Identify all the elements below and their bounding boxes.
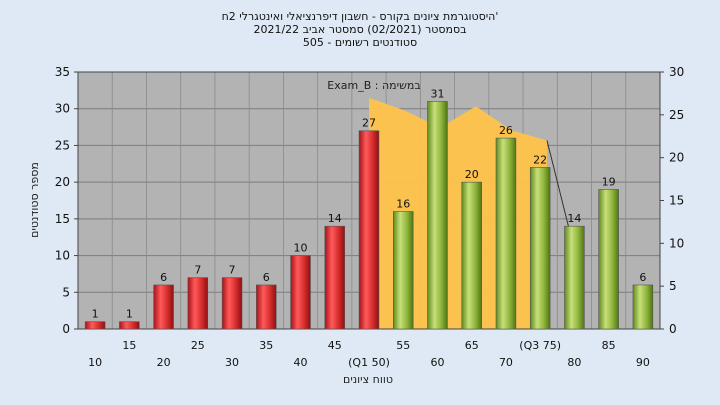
x-tick-label: 20 <box>157 356 171 369</box>
bar <box>564 225 585 330</box>
x-tick-label: 45 <box>328 339 342 352</box>
y-tick-label: 5 <box>62 285 70 299</box>
bar <box>324 225 345 330</box>
y-tick-label: 0 <box>62 322 70 336</box>
y2-tick-label: 15 <box>669 194 684 208</box>
bar-value-label: 7 <box>229 264 236 277</box>
bar <box>461 181 482 330</box>
x-tick-label: 55 <box>396 339 410 352</box>
x-tick-label: 15 <box>122 339 136 352</box>
bar-value-label: 14 <box>328 212 342 225</box>
y-tick-label: 10 <box>55 249 70 263</box>
x-tick-label: 70 <box>499 356 513 369</box>
y2-tick-label: 5 <box>669 279 677 293</box>
bar <box>84 321 106 330</box>
y2-tick-label: 25 <box>669 108 684 122</box>
x-tick-label: 80 <box>567 356 581 369</box>
x-tick-label: 35 <box>259 339 273 352</box>
y-axis-label: מספר סטודנטים <box>28 162 41 238</box>
bar <box>632 284 654 330</box>
bar-value-label: 31 <box>430 87 444 100</box>
bar <box>495 137 517 330</box>
bar-value-label: 1 <box>92 308 99 321</box>
x-tick-label: (Q3 75) <box>519 339 561 352</box>
bar <box>256 284 277 330</box>
bar-value-label: 26 <box>499 124 513 137</box>
y2-tick-label: 30 <box>669 65 684 79</box>
bar <box>393 211 414 330</box>
bar-value-label: 19 <box>602 175 616 188</box>
x-tick-label: 90 <box>636 356 650 369</box>
x-tick-label: 25 <box>191 339 205 352</box>
bar-value-label: 16 <box>396 198 410 211</box>
bar <box>290 255 311 330</box>
x-tick-label: 10 <box>88 356 102 369</box>
bar-value-label: 14 <box>567 212 581 225</box>
bar <box>598 189 619 330</box>
bar <box>529 167 551 330</box>
chart-title-line2: בסמסטר (02/2021) סמסטר אביב 2021/22 <box>253 23 467 36</box>
chart-title-line3: סטודנטים רשומים - 505 <box>302 36 418 49</box>
y-tick-label: 25 <box>55 138 70 152</box>
x-tick-label: 65 <box>465 339 479 352</box>
bar-value-label: 27 <box>362 117 376 130</box>
bar-value-label: 22 <box>533 153 547 166</box>
x-tick-label: (Q1 50) <box>348 356 390 369</box>
x-axis-label: טווח ציונים <box>343 373 393 386</box>
bar <box>427 101 448 330</box>
x-tick-label: 30 <box>225 356 239 369</box>
x-tick-label: 40 <box>294 356 308 369</box>
bar-value-label: 6 <box>639 271 646 284</box>
y2-tick-label: 0 <box>669 322 677 336</box>
bar-value-label: 6 <box>263 271 270 284</box>
y2-tick-label: 10 <box>669 236 684 250</box>
y-tick-label: 15 <box>55 212 70 226</box>
y-tick-label: 35 <box>55 65 70 79</box>
chart-title-line1: 'היסטוגרמת ציונים בקורס - חשבון דיפרנציא… <box>221 10 499 23</box>
y-tick-label: 30 <box>55 102 70 116</box>
bar <box>358 130 380 330</box>
y2-tick-label: 20 <box>669 151 684 165</box>
bar <box>153 284 174 330</box>
bar-value-label: 20 <box>465 168 479 181</box>
bar-value-label: 10 <box>294 242 308 255</box>
bar <box>187 277 209 330</box>
bar-value-label: 6 <box>160 271 167 284</box>
bar <box>221 277 243 330</box>
x-tick-label: 85 <box>602 339 616 352</box>
bar <box>119 321 140 330</box>
annotation-text: במשימה : Exam_B <box>327 79 420 92</box>
bar-value-label: 1 <box>126 308 133 321</box>
x-tick-label: 60 <box>430 356 444 369</box>
bar-value-label: 7 <box>194 264 201 277</box>
y-tick-label: 20 <box>55 175 70 189</box>
